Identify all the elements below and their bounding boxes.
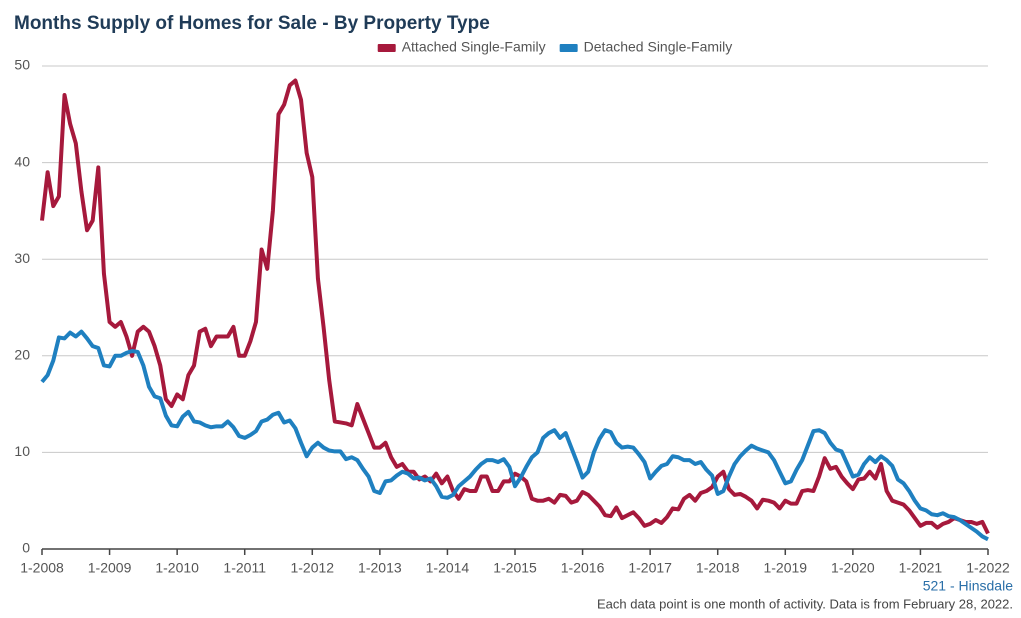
- legend-swatch: [377, 44, 396, 52]
- x-tick-label: 1-2021: [899, 560, 943, 576]
- x-tick-label: 1-2013: [358, 560, 402, 576]
- x-tick-label: 1-2020: [831, 560, 875, 576]
- x-tick-label: 1-2015: [493, 560, 537, 576]
- legend-label: Detached Single-Family: [584, 39, 733, 55]
- x-tick-label: 1-2014: [426, 560, 470, 576]
- y-tick-label: 50: [14, 57, 30, 73]
- footer-location: 521 - Hinsdale: [923, 578, 1013, 594]
- x-tick-label: 1-2022: [966, 560, 1010, 576]
- x-tick-label: 1-2016: [561, 560, 605, 576]
- footer-note: Each data point is one month of activity…: [597, 596, 1013, 611]
- y-tick-label: 40: [14, 153, 30, 169]
- y-tick-label: 10: [14, 443, 30, 459]
- line-series: [40, 78, 990, 535]
- legend-swatch: [559, 44, 578, 52]
- x-tick-label: 1-2019: [763, 560, 807, 576]
- x-tick-label: 1-2010: [155, 560, 199, 576]
- y-tick-label: 0: [22, 540, 30, 556]
- x-tick-label: 1-2009: [88, 560, 132, 576]
- x-tick-label: 1-2012: [290, 560, 334, 576]
- y-tick-label: 30: [14, 250, 30, 266]
- x-tick-label: 1-2011: [223, 560, 266, 576]
- x-tick-label: 1-2017: [628, 560, 672, 576]
- line-series: [40, 329, 989, 542]
- chart-title: Months Supply of Homes for Sale - By Pro…: [14, 13, 490, 34]
- legend-label: Attached Single-Family: [402, 39, 546, 55]
- y-tick-label: 20: [14, 347, 30, 363]
- x-tick-label: 1-2018: [696, 560, 740, 576]
- x-tick-label: 1-2008: [20, 560, 64, 576]
